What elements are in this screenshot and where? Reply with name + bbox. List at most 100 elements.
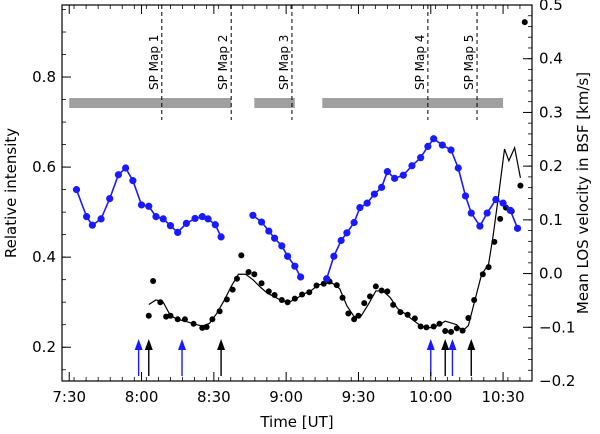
- velocity-point: [372, 283, 379, 290]
- intensity-point: [97, 215, 105, 223]
- y-right-tick-label: −0.2: [539, 372, 575, 390]
- intensity-point: [129, 177, 137, 185]
- intensity-point: [291, 262, 299, 270]
- y-left-tick-label: 0.4: [32, 248, 56, 266]
- velocity-point: [417, 323, 424, 330]
- velocity-point: [313, 282, 320, 289]
- intensity-point: [447, 146, 455, 154]
- velocity-point: [291, 295, 298, 302]
- y-left-tick-label: 0.8: [32, 68, 56, 86]
- intensity-point: [159, 215, 167, 223]
- intensity-point: [323, 275, 331, 283]
- velocity-point: [397, 309, 404, 316]
- intensity-point: [424, 142, 432, 150]
- intensity-point: [363, 199, 371, 207]
- intensity-point: [257, 218, 266, 226]
- velocity-point: [306, 289, 313, 296]
- velocity-point: [190, 320, 197, 327]
- black-arrow: [467, 339, 476, 376]
- intensity-point: [391, 174, 399, 182]
- intensity-point: [270, 234, 279, 242]
- intensity-point: [370, 190, 378, 198]
- intensity-point: [82, 213, 91, 221]
- intensity-point: [356, 204, 364, 212]
- intensity-point: [343, 229, 351, 237]
- velocity-point: [485, 264, 492, 271]
- blue-arrow: [134, 339, 143, 376]
- intensity-point: [191, 214, 199, 223]
- sp-map-markers: SP Map 1 SP Map 2 SP Map 3 SP Map 4 SP Map 5: [147, 5, 478, 120]
- y-axis-right-label: Mean LOS velocity in BSF [km/s]: [574, 72, 592, 314]
- velocity-point: [436, 320, 443, 327]
- velocity-point: [181, 316, 188, 323]
- velocity-point: [378, 287, 385, 294]
- velocity-point: [245, 269, 252, 276]
- intensity-point: [350, 218, 358, 227]
- velocity-point: [411, 315, 418, 322]
- velocity-point: [229, 286, 236, 293]
- velocity-point: [251, 271, 258, 278]
- arrow-head: [448, 339, 457, 350]
- arrow-head: [441, 339, 450, 350]
- sp-map-label: SP Map 5: [462, 35, 476, 90]
- intensity-series: [72, 135, 522, 283]
- velocity-point: [459, 327, 466, 334]
- blue-arrow: [178, 339, 187, 376]
- velocity-fit-line: [148, 145, 522, 332]
- arrow-head: [467, 339, 476, 350]
- velocity-point: [367, 293, 374, 300]
- arrow-head: [144, 339, 153, 350]
- blue-arrow: [426, 339, 435, 376]
- coverage-bars: [69, 98, 504, 108]
- sp-map-label: SP Map 1: [147, 35, 161, 90]
- velocity-point: [238, 252, 245, 259]
- intensity-line: [75, 166, 222, 238]
- velocity-point: [430, 323, 437, 330]
- velocity-point: [453, 325, 460, 332]
- black-arrow: [144, 339, 153, 376]
- intensity-point: [408, 162, 416, 170]
- velocity-point: [233, 275, 240, 282]
- intensity-point: [106, 195, 114, 203]
- x-axis-label: Time [UT]: [259, 413, 333, 431]
- velocity-point: [517, 182, 524, 189]
- velocity-point: [521, 19, 528, 26]
- intensity-point: [122, 164, 130, 172]
- y-right-tick-label: 0.3: [539, 103, 563, 121]
- blue-arrow: [448, 339, 457, 376]
- y-right-tick-label: 0.5: [539, 0, 563, 14]
- intensity-point: [499, 199, 507, 207]
- x-tick-label: 8:30: [197, 388, 231, 406]
- sp-map-label: SP Map 4: [413, 35, 427, 90]
- intensity-point: [476, 222, 484, 230]
- y-right-tick-label: 0.4: [539, 50, 563, 68]
- intensity-point: [278, 242, 286, 250]
- velocity-point: [284, 299, 291, 306]
- velocity-point: [339, 294, 346, 301]
- x-tick-label: 9:30: [342, 388, 376, 406]
- velocity-point: [278, 296, 285, 303]
- velocity-point: [203, 323, 210, 330]
- intensity-point: [145, 202, 153, 210]
- axes: 7:30 8:00 8:30 9:00 9:30 10:00 10:30 0.2 0.4 0.6 0…: [32, 0, 575, 406]
- intensity-point: [417, 154, 425, 162]
- velocity-point: [333, 282, 340, 289]
- velocity-point: [271, 291, 278, 298]
- x-tick-label: 9:00: [269, 388, 303, 406]
- velocity-point: [423, 324, 430, 331]
- velocity-point: [491, 238, 498, 245]
- velocity-point: [355, 312, 362, 319]
- sp-map-label: SP Map 2: [216, 35, 230, 90]
- intensity-point: [211, 221, 219, 229]
- x-tick-label: 10:00: [409, 388, 452, 406]
- velocity-point: [442, 328, 449, 335]
- velocity-point: [299, 291, 306, 298]
- intensity-point: [72, 186, 81, 194]
- velocity-point: [479, 271, 486, 278]
- arrow-head: [217, 339, 226, 350]
- coverage-bar: [322, 98, 504, 108]
- intensity-point: [483, 209, 491, 217]
- velocity-point: [471, 296, 478, 303]
- intensity-point: [137, 201, 146, 209]
